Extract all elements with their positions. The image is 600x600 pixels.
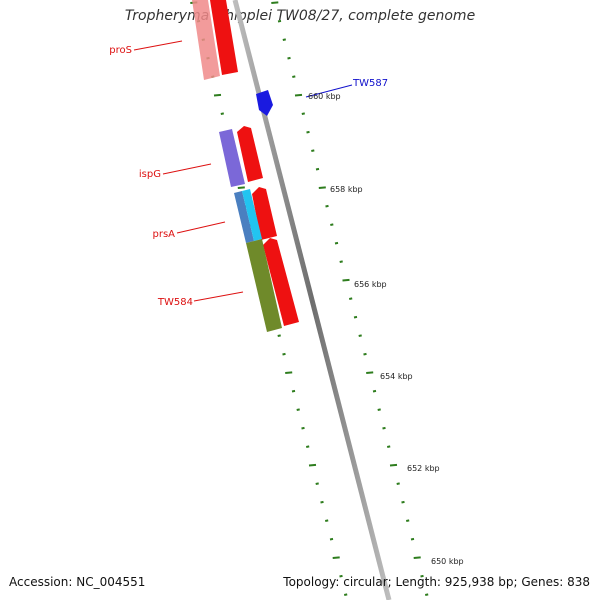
leader-prsa: [176, 221, 226, 234]
cds-feature-prsa[interactable]: [252, 187, 277, 240]
scale-tick-mark: [271, 1, 279, 4]
scale-tick-mark: [410, 537, 415, 541]
leader-pros: [133, 40, 183, 51]
scale-tick-mark: [377, 408, 381, 411]
scale-tick-mark: [372, 389, 377, 393]
cds-feature-ispg[interactable]: [237, 126, 263, 182]
scale-tick-mark: [363, 352, 367, 356]
leader-tw584: [193, 291, 244, 302]
scale-tick-mark: [325, 204, 329, 208]
gene-label-prsa[interactable]: prsA: [152, 229, 175, 240]
cog-features: [192, 0, 282, 332]
inner-tick-mark: [306, 445, 310, 448]
scale-tick-mark: [382, 426, 386, 430]
accession-text: Accession: NC_004551: [9, 575, 146, 589]
cog-feature-prsa-b[interactable]: [242, 189, 262, 241]
scale-tick-mark: [342, 278, 350, 282]
cog-feature-prsa-a[interactable]: [234, 191, 254, 243]
inner-tick-mark: [220, 112, 224, 115]
scale-tick-mark: [406, 519, 410, 522]
inner-tick-mark: [315, 482, 319, 485]
inner-tick-mark: [301, 426, 305, 430]
scale-tick-mark: [292, 75, 296, 78]
scale-tick-mark: [330, 223, 334, 226]
gene-label-tw584[interactable]: TW584: [157, 297, 193, 308]
inner-tick-mark: [277, 334, 281, 337]
inner-tick-mark: [339, 574, 343, 578]
gene-label-leaders: [133, 40, 353, 302]
scale-tick-mark: [294, 93, 303, 97]
genome-backbone: [232, 0, 392, 600]
inner-tick-mark: [344, 593, 348, 596]
scale-tick-mark: [349, 297, 353, 300]
inner-tick-mark: [291, 389, 296, 393]
inner-tick-mark: [237, 186, 245, 189]
scale-label-656: 656 kbp: [354, 280, 387, 289]
gene-label-tw587[interactable]: TW587: [352, 78, 388, 89]
inner-tick-mark: [296, 408, 300, 411]
scale-tick-mark: [282, 38, 286, 41]
scale-tick-mark: [311, 149, 315, 152]
scale-labels: 660 kbp 658 kbp 656 kbp 654 kbp 652 kbp …: [308, 92, 464, 566]
scale-tick-mark: [420, 574, 424, 578]
inner-tick-mark: [332, 556, 340, 559]
inner-tick-mark: [329, 537, 334, 541]
scale-label-660: 660 kbp: [308, 92, 341, 101]
cog-feature-tw584[interactable]: [246, 239, 282, 332]
gene-labels: proS ispG prsA TW584 TW587: [109, 45, 388, 308]
inner-tick-mark: [213, 93, 222, 97]
scale-tick-mark: [366, 371, 374, 374]
scale-tick-mark: [315, 167, 320, 171]
inner-tick-mark: [282, 352, 286, 356]
scale-label-658: 658 kbp: [330, 185, 363, 194]
scale-tick-mark: [301, 112, 305, 115]
cds-feature-tw584[interactable]: [263, 238, 299, 326]
leader-tw587: [305, 84, 353, 98]
scale-tick-mark: [387, 445, 391, 448]
cog-feature-ispg[interactable]: [219, 129, 245, 187]
scale-tick-mark: [396, 482, 400, 485]
scale-tick-mark: [425, 593, 429, 596]
scale-tick-mark: [318, 186, 326, 189]
scale-tick-mark: [413, 556, 421, 559]
leader-ispg: [162, 163, 212, 175]
scale-label-650: 650 kbp: [431, 557, 464, 566]
inner-tick-mark: [285, 371, 293, 374]
scale-tick-mark: [339, 260, 343, 263]
genome-summary-text: Topology: circular; Length: 925,938 bp; …: [283, 575, 590, 589]
scale-tick-mark: [353, 315, 358, 319]
scale-tick-mark: [389, 463, 398, 467]
scale-tick-track: [271, 1, 429, 596]
scale-tick-mark: [334, 241, 339, 245]
cds-feature-tw587[interactable]: [256, 90, 273, 116]
inner-tick-mark: [325, 519, 329, 522]
forward-strand-features: [210, 0, 299, 326]
cog-feature-pros[interactable]: [192, 0, 220, 80]
cds-feature-pros[interactable]: [210, 0, 238, 75]
scale-tick-mark: [306, 130, 310, 134]
scale-tick-mark: [358, 334, 362, 337]
gene-label-ispg[interactable]: ispG: [139, 169, 161, 180]
gene-label-pros[interactable]: proS: [109, 45, 132, 56]
inner-tick-mark: [320, 500, 324, 504]
inner-tick-mark: [308, 463, 317, 467]
scale-tick-mark: [401, 500, 405, 504]
scale-tick-mark: [277, 19, 282, 23]
scale-label-652: 652 kbp: [407, 464, 440, 473]
scale-tick-mark: [287, 56, 291, 60]
scale-label-654: 654 kbp: [380, 372, 413, 381]
